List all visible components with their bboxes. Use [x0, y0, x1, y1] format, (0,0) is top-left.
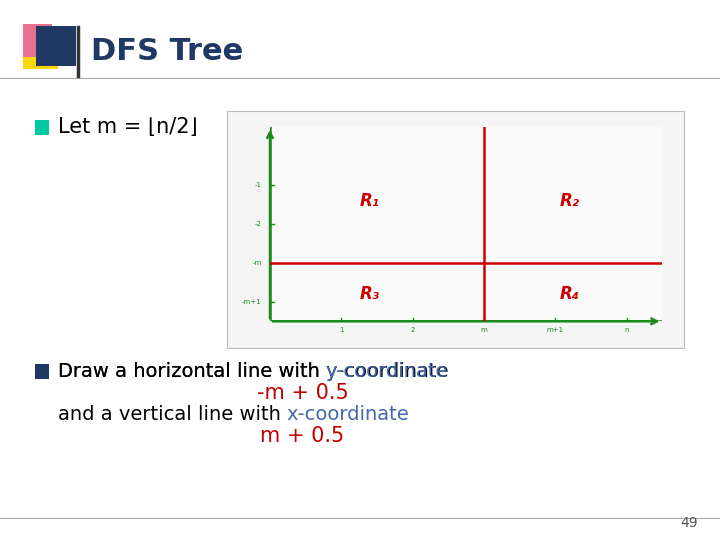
Text: R₄: R₄ — [559, 285, 580, 303]
Text: m: m — [481, 327, 487, 333]
Text: -m: -m — [252, 260, 261, 266]
Text: -2: -2 — [255, 221, 261, 227]
Text: m+1: m+1 — [546, 327, 564, 333]
Text: R₂: R₂ — [559, 192, 580, 210]
Text: Let m = ⌊n/2⌋: Let m = ⌊n/2⌋ — [58, 117, 197, 138]
Text: -1: -1 — [254, 182, 261, 188]
Bar — [35, 364, 49, 379]
Bar — [227, 111, 684, 348]
Text: y-coordinate: y-coordinate — [325, 362, 448, 381]
Text: Draw a horizontal line with y-coordinate: Draw a horizontal line with y-coordinate — [58, 362, 448, 381]
Text: R₃: R₃ — [360, 285, 380, 303]
Text: DFS Tree: DFS Tree — [91, 37, 243, 66]
Text: m + 0.5: m + 0.5 — [260, 426, 345, 446]
Text: 49: 49 — [681, 516, 698, 530]
Text: and a vertical line with: and a vertical line with — [58, 405, 287, 424]
Bar — [23, 32, 58, 69]
Text: 1: 1 — [339, 327, 343, 333]
Bar — [35, 120, 49, 135]
Bar — [36, 26, 76, 66]
Text: 2: 2 — [410, 327, 415, 333]
Text: -m + 0.5: -m + 0.5 — [256, 383, 348, 403]
Text: n: n — [624, 327, 629, 333]
Text: x-coordinate: x-coordinate — [287, 405, 410, 424]
Text: -m+1: -m+1 — [242, 299, 261, 305]
Text: Draw a horizontal line with: Draw a horizontal line with — [58, 362, 325, 381]
Bar — [23, 24, 52, 57]
Text: R₁: R₁ — [360, 192, 380, 210]
